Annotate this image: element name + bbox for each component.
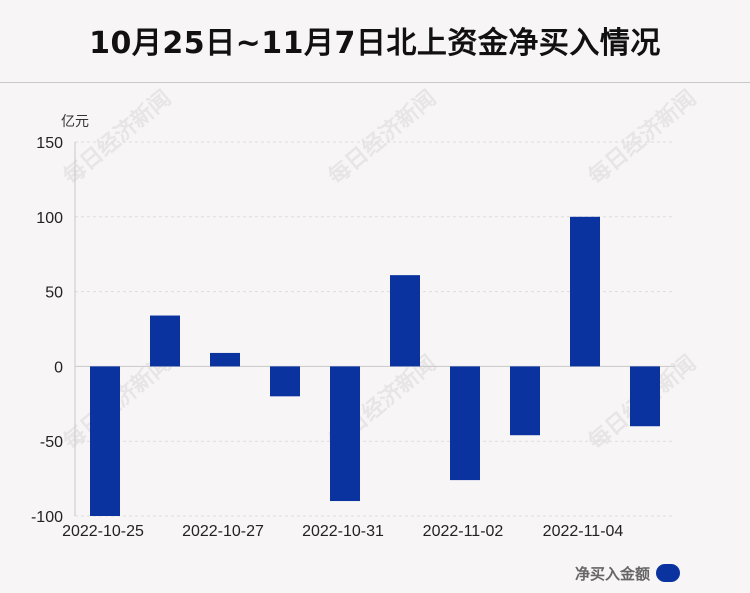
legend-swatch xyxy=(656,564,681,582)
y-tick-label: 0 xyxy=(54,359,63,376)
bar xyxy=(570,216,600,367)
y-tick-label: -50 xyxy=(40,434,63,451)
bar xyxy=(270,366,300,397)
header: 10月25日~11月7日北上资金净买入情况 xyxy=(0,0,750,83)
bar xyxy=(390,275,420,367)
bar xyxy=(630,366,660,427)
chart-title: 10月25日~11月7日北上资金净买入情况 xyxy=(89,26,661,61)
bar xyxy=(150,315,180,367)
x-tick-label: 2022-11-02 xyxy=(423,523,504,540)
bar xyxy=(90,366,120,516)
bar xyxy=(330,366,360,502)
y-tick-label: 50 xyxy=(45,285,63,302)
bar xyxy=(510,366,540,436)
x-tick-label: 2022-10-27 xyxy=(182,523,264,540)
bar xyxy=(450,366,480,481)
legend: 净买入金额 xyxy=(575,563,681,583)
legend-label: 净买入金额 xyxy=(575,564,651,583)
y-tick-label: 150 xyxy=(36,135,63,152)
y-axis-label: 亿元 xyxy=(61,114,89,130)
x-tick-label: 2022-11-04 xyxy=(543,523,624,540)
y-tick-label: 100 xyxy=(36,210,63,227)
bar xyxy=(210,352,240,367)
y-tick-label: -100 xyxy=(31,509,63,526)
x-tick-label: 2022-10-25 xyxy=(62,523,144,540)
x-tick-label: 2022-10-31 xyxy=(302,523,384,540)
